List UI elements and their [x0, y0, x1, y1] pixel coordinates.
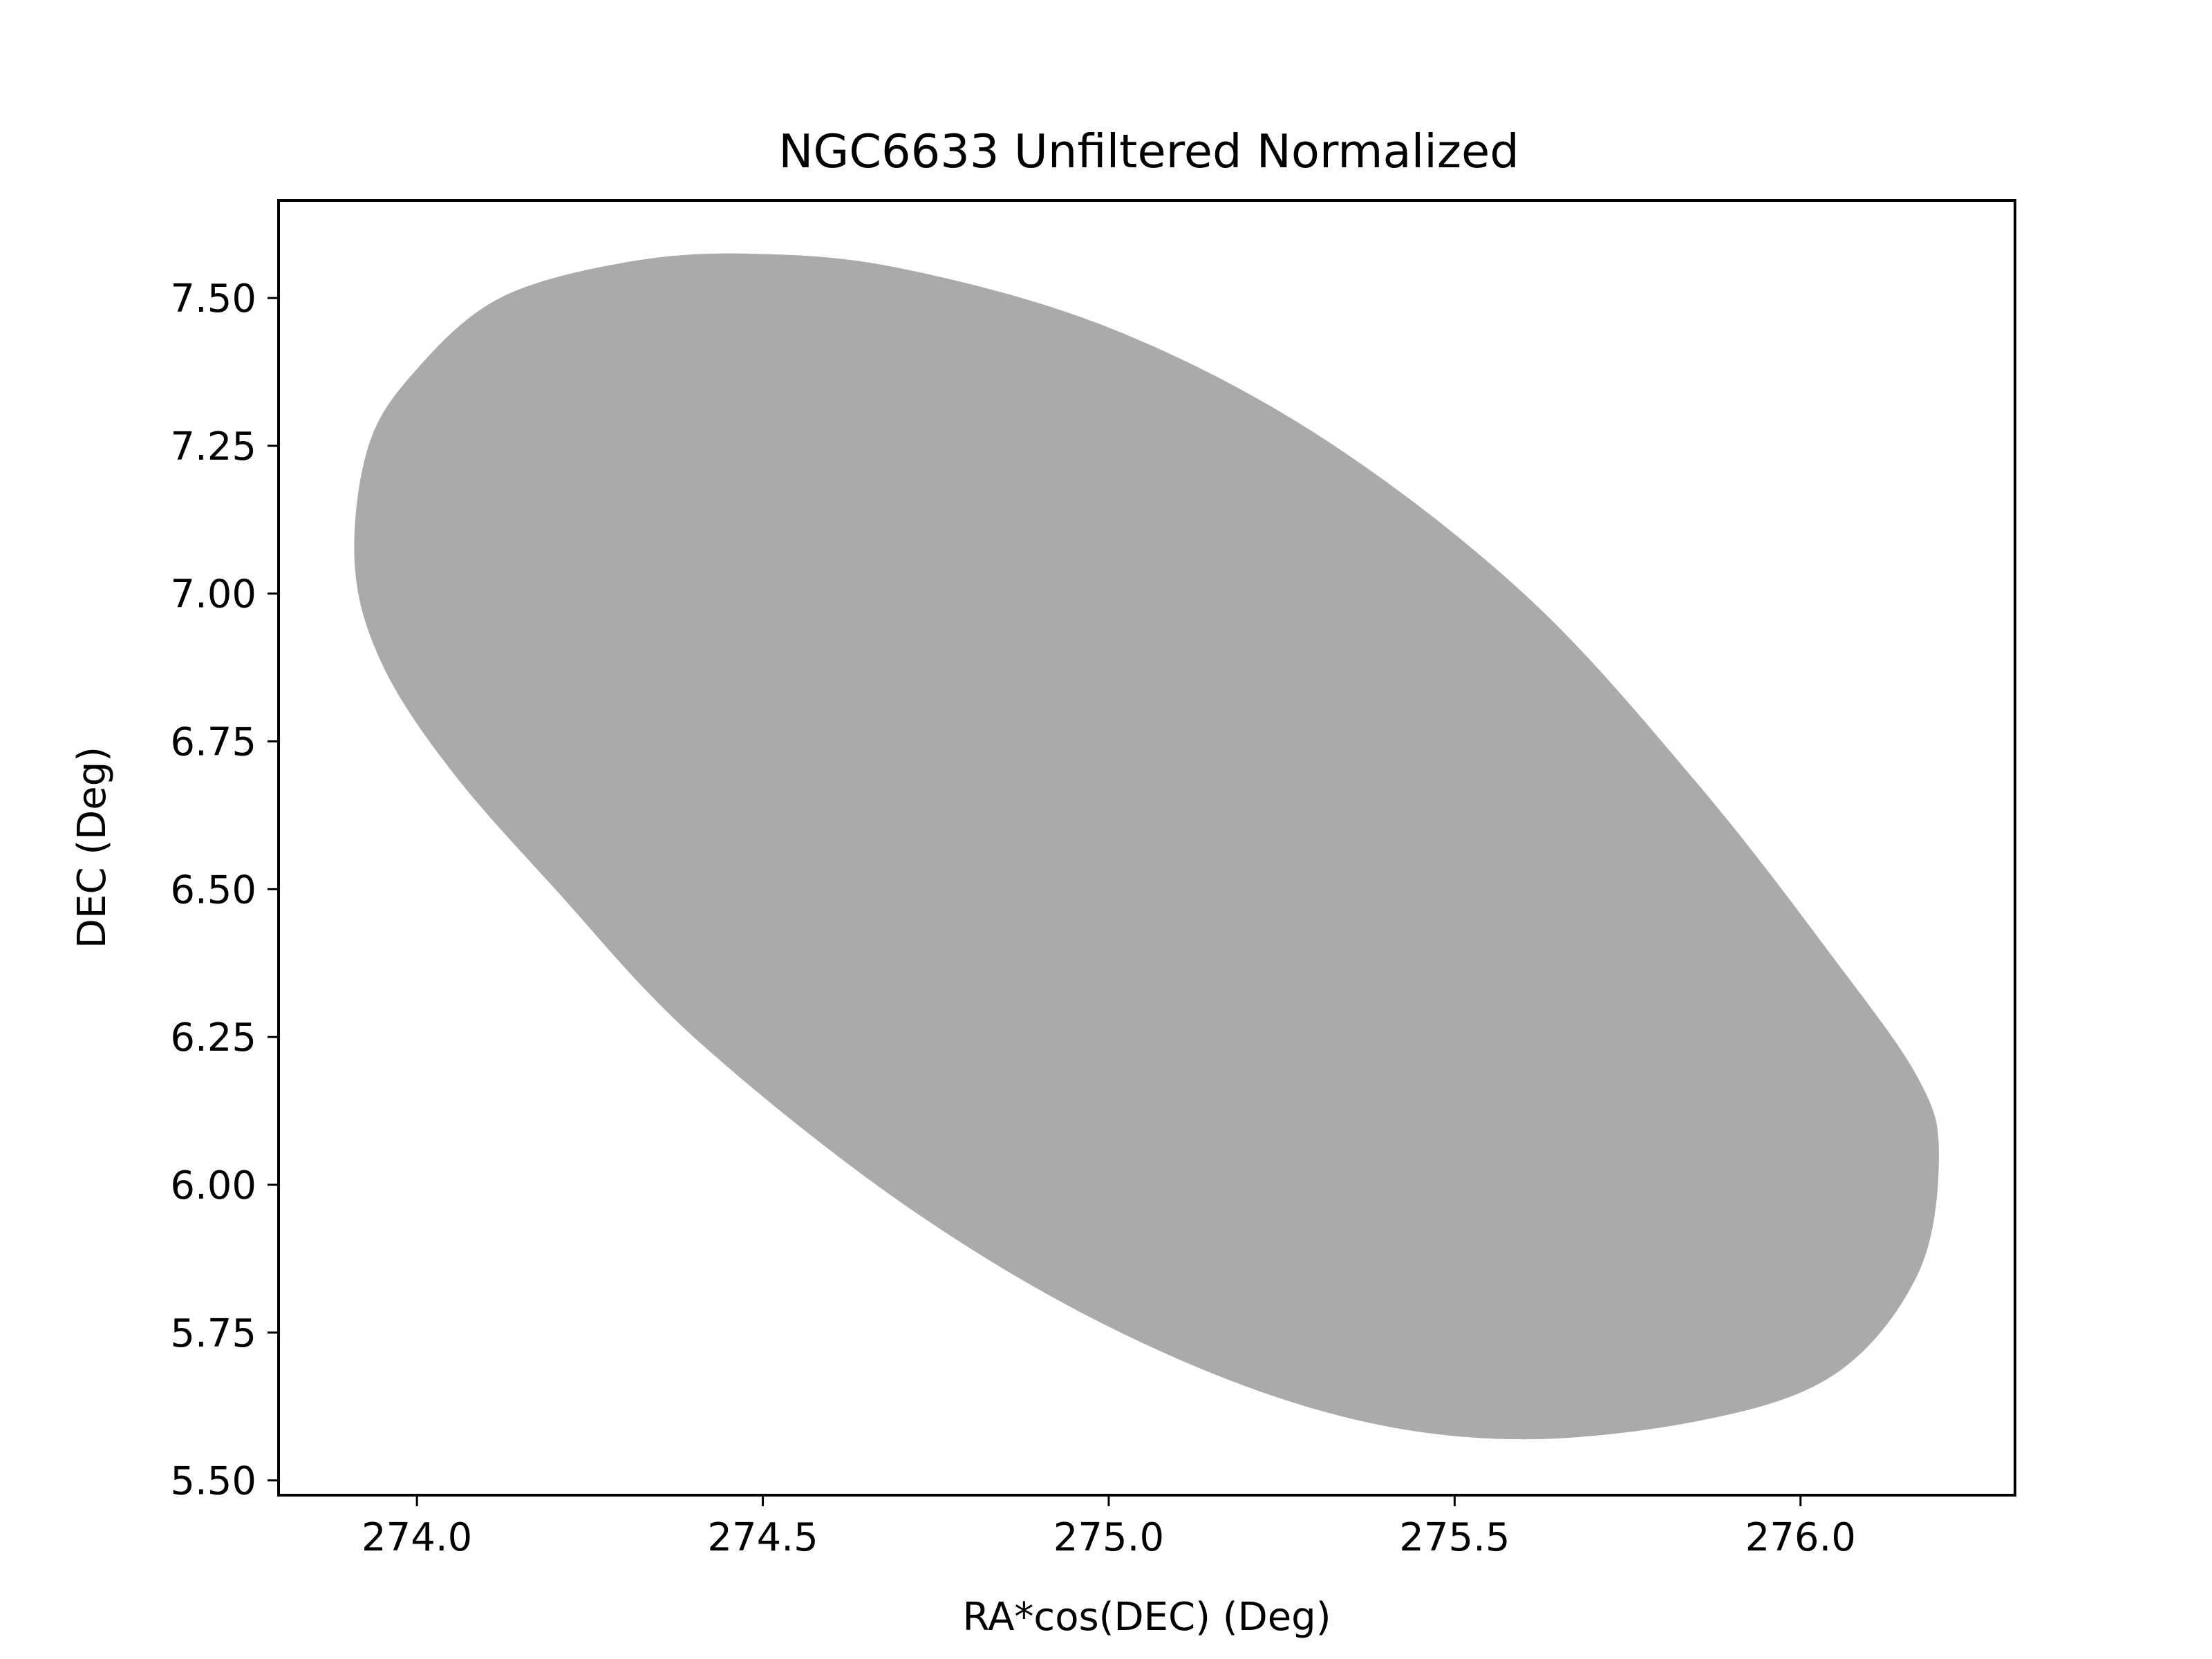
y-tick-label: 5.75	[170, 1311, 256, 1356]
x-tick-label: 274.5	[707, 1515, 818, 1560]
x-tick-label: 276.0	[1745, 1515, 1856, 1560]
chart-title: NGC6633 Unfiltered Normalized	[778, 124, 1519, 178]
x-tick-label: 274.0	[362, 1515, 472, 1560]
y-tick-label: 5.50	[170, 1459, 256, 1504]
y-axis-label: DEC (Deg)	[70, 747, 115, 948]
y-tick-label: 6.75	[170, 720, 256, 765]
y-tick-label: 7.25	[170, 424, 256, 469]
y-axis: 5.50 5.75 6.00 6.25 6.50 6.75 7.00 7.25 7.50	[170, 276, 279, 1504]
x-axis-label: RA*cos(DEC) (Deg)	[962, 1595, 1331, 1640]
y-tick-label: 6.00	[170, 1163, 256, 1208]
axes-frame	[277, 199, 2016, 1497]
x-axis: 274.0 274.5 275.0 275.5 276.0	[362, 1495, 1856, 1560]
data-point-region	[354, 253, 1939, 1440]
y-tick-label: 7.00	[170, 572, 256, 617]
x-tick-label: 275.5	[1399, 1515, 1510, 1560]
plot-area	[354, 253, 1939, 1440]
y-tick-label: 6.25	[170, 1015, 256, 1060]
y-tick-label: 6.50	[170, 868, 256, 912]
x-tick-label: 275.0	[1053, 1515, 1164, 1560]
y-tick-label: 7.50	[170, 276, 256, 321]
